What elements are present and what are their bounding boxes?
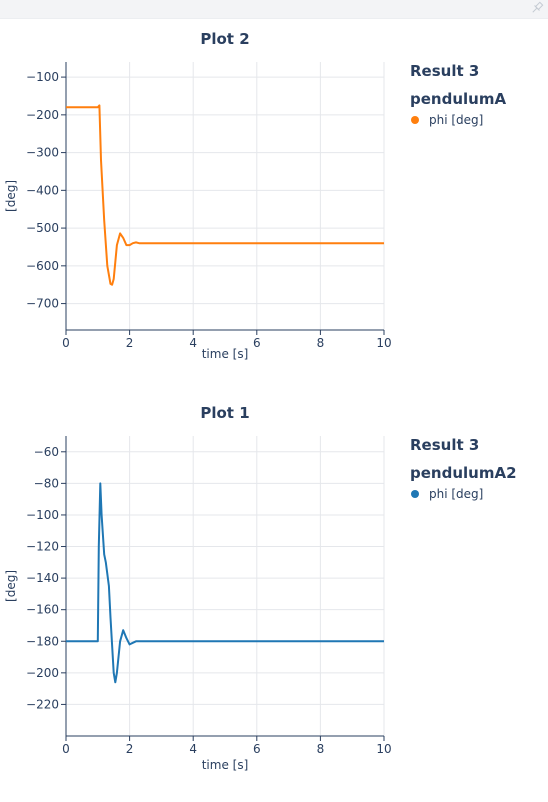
y-tick-label: −180	[26, 634, 59, 648]
y-tick-label: −200	[26, 666, 59, 680]
legend-item-label[interactable]: phi [deg]	[429, 487, 483, 501]
legend-result-label: Result 3	[410, 436, 479, 454]
series-line-phi[interactable]	[66, 482, 384, 684]
y-tick-label: −100	[26, 508, 59, 522]
legend[interactable]: Result 3 pendulumA2 phi [deg]	[410, 436, 517, 501]
legend[interactable]: Result 3 pendulumA phi [deg]	[410, 62, 506, 127]
x-tick-label: 4	[189, 742, 197, 756]
y-tick-label: −120	[26, 540, 59, 554]
legend-model-label: pendulumA	[410, 90, 506, 108]
y-tick-label: −700	[26, 297, 59, 311]
x-tick-label: 0	[62, 742, 70, 756]
y-tick-label: −200	[26, 108, 59, 122]
y-tick-label: −600	[26, 259, 59, 273]
y-tick-label: −400	[26, 183, 59, 197]
legend-result-label: Result 3	[410, 62, 479, 80]
grid-lines	[66, 436, 385, 736]
x-tick-label: 0	[62, 336, 70, 350]
legend-marker	[411, 116, 419, 124]
legend-marker	[411, 490, 419, 498]
y-tick-label: −220	[26, 697, 59, 711]
chart-title: Plot 2	[200, 30, 249, 48]
plot-2-panel: 0 2 4 6 8 10 −100 −200 −300 −400 −500 −600 −700 Plot …	[0, 18, 548, 390]
y-tick-label: −60	[34, 445, 59, 459]
x-tick-label: 8	[317, 742, 325, 756]
y-axis-label: [deg]	[4, 570, 18, 602]
x-tick-label: 6	[253, 742, 261, 756]
y-tick-label: −300	[26, 146, 59, 160]
legend-item-label[interactable]: phi [deg]	[429, 113, 483, 127]
plot-1-chart[interactable]: 0 2 4 6 8 10 −60 −80 −100 −120 −140 −160 −180 −200 −22…	[0, 392, 548, 784]
y-tick-label: −160	[26, 603, 59, 617]
plot-2-chart[interactable]: 0 2 4 6 8 10 −100 −200 −300 −400 −500 −600 −700 Plot …	[0, 18, 548, 390]
legend-model-label: pendulumA2	[410, 464, 517, 482]
x-tick-label: 8	[317, 336, 325, 350]
y-tick-label: −140	[26, 571, 59, 585]
series-line-phi[interactable]	[66, 104, 384, 286]
x-tick-label: 2	[126, 742, 134, 756]
top-toolbar	[0, 0, 548, 19]
x-axis-label: time [s]	[202, 758, 249, 772]
x-tick-label: 10	[376, 742, 391, 756]
x-axis-label: time [s]	[202, 347, 249, 361]
pin-icon[interactable]	[530, 1, 544, 15]
x-tick-label: 10	[376, 336, 391, 350]
grid-lines	[66, 62, 385, 330]
y-axis-label: [deg]	[4, 180, 18, 212]
chart-title: Plot 1	[200, 404, 249, 422]
x-tick-label: 4	[189, 336, 197, 350]
x-tick-label: 6	[253, 336, 261, 350]
y-tick-label: −80	[34, 476, 59, 490]
plot-1-panel: 0 2 4 6 8 10 −60 −80 −100 −120 −140 −160 −180 −200 −22…	[0, 392, 548, 784]
y-tick-label: −100	[26, 70, 59, 84]
y-tick-label: −500	[26, 221, 59, 235]
x-tick-label: 2	[126, 336, 134, 350]
